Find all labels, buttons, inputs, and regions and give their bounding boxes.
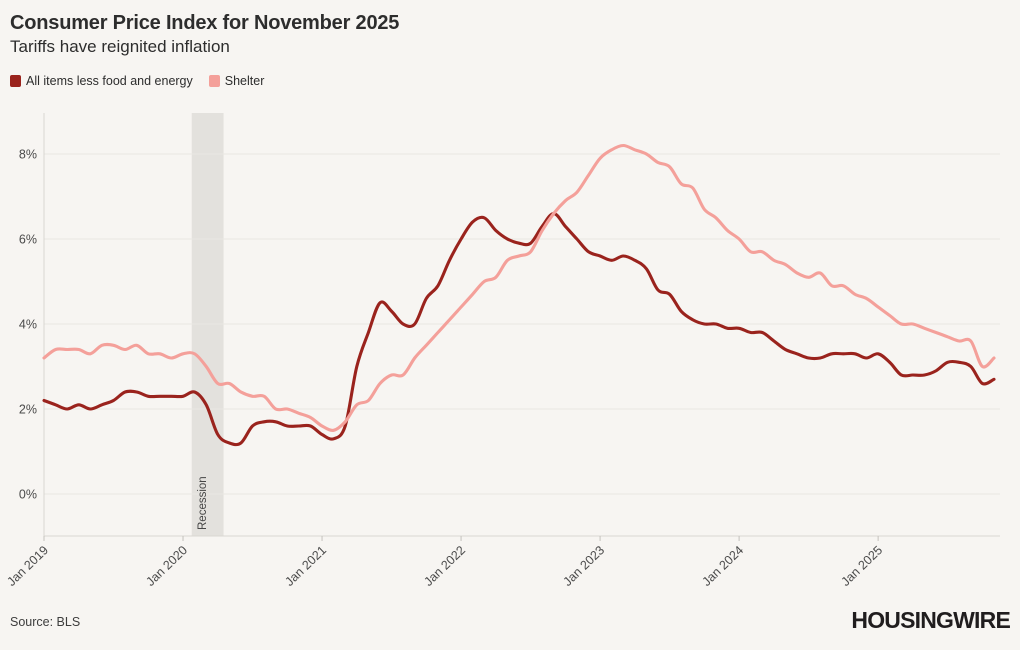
chart-legend: All items less food and energy Shelter [10,74,264,88]
legend-item-core: All items less food and energy [10,74,193,88]
y-axis-tick-label: 8% [19,148,37,162]
core-series-label: All items less food and energy [26,74,193,88]
shelter-series-label: Shelter [224,74,265,88]
x-axis-tick-label: Jan 2025 [838,543,885,589]
y-axis-tick-label: 2% [19,403,37,417]
shelter-series-swatch-icon [208,75,220,87]
y-axis-tick-label: 0% [19,488,37,502]
x-axis-tick-label: Jan 2024 [699,543,746,589]
recession-band-label: Recession [197,476,209,530]
x-axis-tick-label: Jan 2021 [282,543,329,589]
page-subtitle: Tariffs have reignited inflation [10,37,230,56]
page-title: Consumer Price Index for November 2025 [10,12,400,34]
core-cpi-line [42,211,996,447]
core-series-swatch-icon [10,75,21,87]
x-axis-tick-label: Jan 2019 [4,543,51,589]
housingwire-logo: HOUSINGWIRE [851,607,1010,633]
y-axis-tick-label: 6% [19,233,37,247]
source-attribution: Source: BLS [10,615,81,629]
legend-item-shelter: Shelter [208,74,265,88]
shelter-line [42,143,996,432]
x-axis-tick-label: Jan 2022 [421,543,468,589]
x-axis-tick-label: Jan 2023 [560,543,607,589]
x-axis-tick-label: Jan 2020 [143,543,190,589]
y-axis-tick-label: 4% [19,318,37,332]
